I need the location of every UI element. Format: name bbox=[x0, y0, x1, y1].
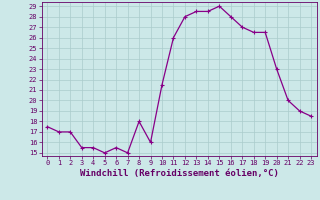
X-axis label: Windchill (Refroidissement éolien,°C): Windchill (Refroidissement éolien,°C) bbox=[80, 169, 279, 178]
